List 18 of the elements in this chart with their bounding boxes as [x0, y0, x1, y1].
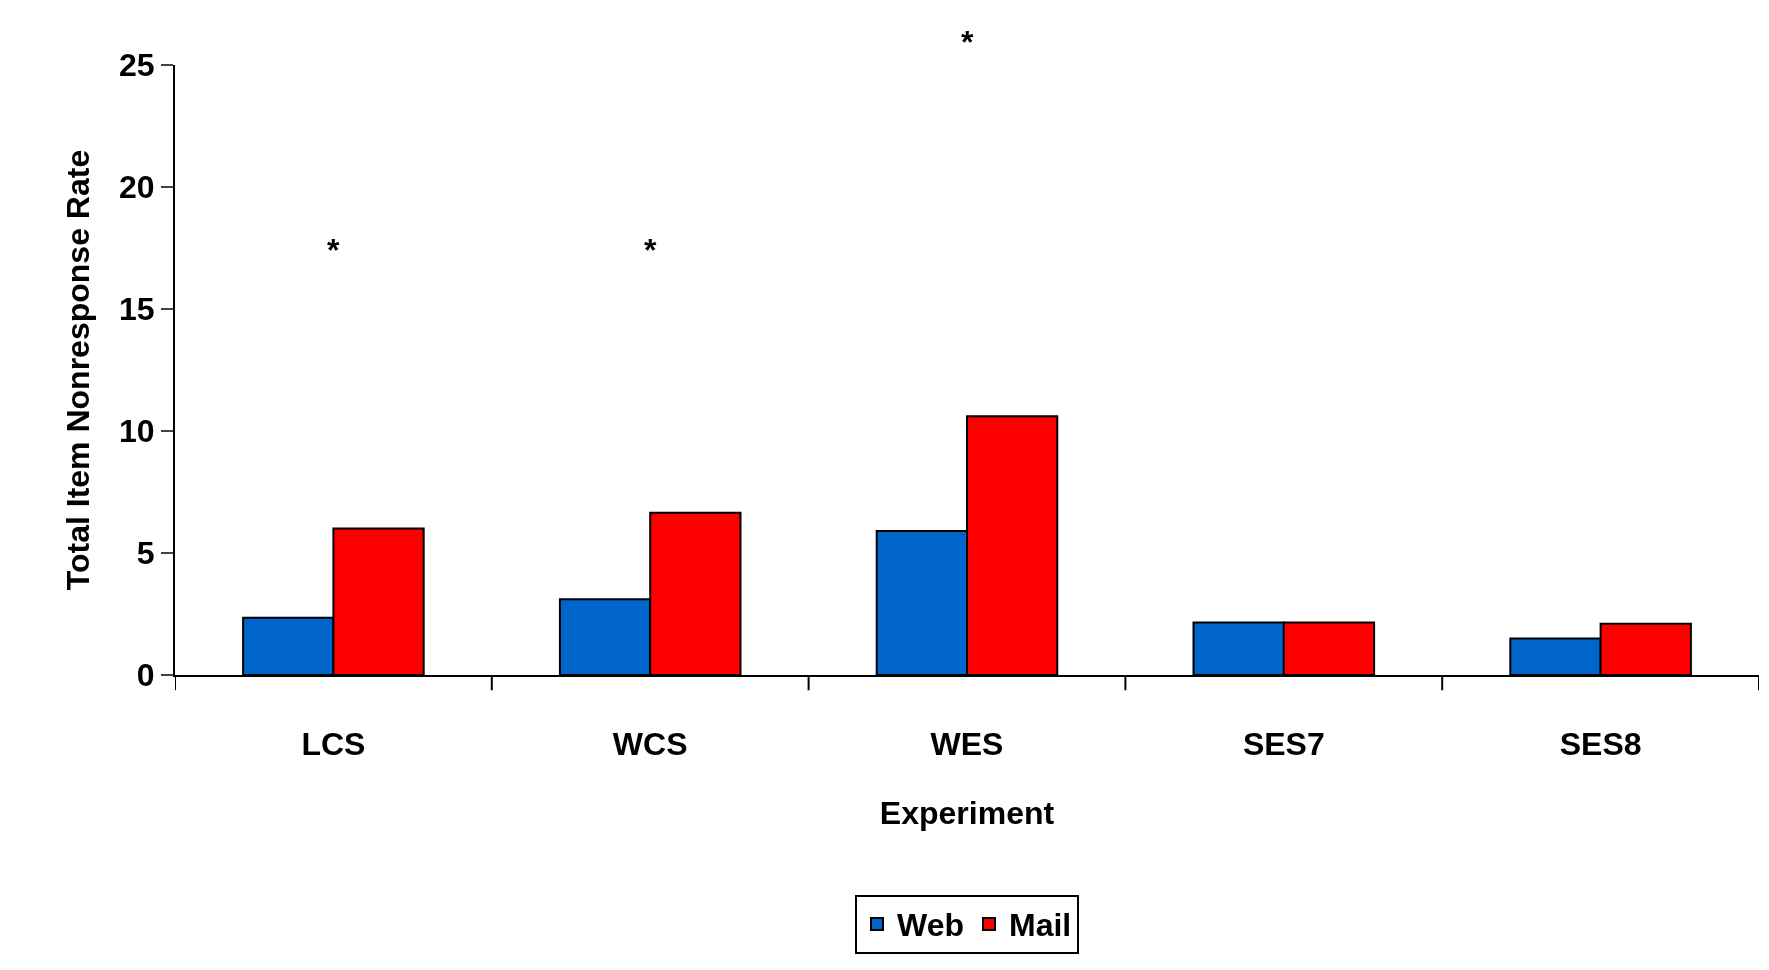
y-tick-label: 0 [136, 657, 155, 694]
text: * [961, 24, 974, 60]
legend-label: Web [897, 907, 964, 944]
x-axis-title: Experiment [879, 794, 1055, 831]
y-tick-label: 20 [119, 169, 155, 206]
y-axis-title: Total Item Nonresponse Rate [59, 149, 96, 591]
x-tick-label: WES [930, 726, 1004, 763]
y-tick-label: 10 [119, 413, 155, 450]
x-tick-label: LCS [301, 726, 366, 763]
annotation: * [644, 232, 657, 268]
annotation: * [327, 232, 340, 268]
legend-label: Mail [1008, 907, 1072, 944]
y-tick-label: 15 [119, 291, 155, 328]
x-tick-label: SES7 [1242, 726, 1325, 763]
y-tick-label: 25 [119, 47, 155, 84]
y-tick-label: 5 [136, 535, 155, 572]
x-tick-label: SES8 [1559, 726, 1642, 763]
x-tick-label: WCS [612, 726, 688, 763]
